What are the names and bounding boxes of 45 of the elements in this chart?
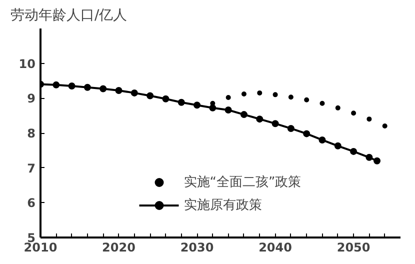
point <box>209 104 216 112</box>
x-tick-label: 2020 <box>102 240 136 254</box>
point <box>241 91 246 96</box>
point <box>351 110 356 116</box>
point <box>320 100 325 106</box>
x-tick-label: 2040 <box>258 240 292 254</box>
legend-label: 实施“全面二孩”政策 <box>184 174 302 191</box>
y-tick-label: 9 <box>27 92 36 106</box>
point <box>272 120 279 128</box>
point <box>382 124 388 129</box>
y-tick-label: 8 <box>27 126 36 140</box>
point <box>288 94 294 100</box>
point <box>162 95 170 102</box>
y-tick-label: 6 <box>27 196 36 210</box>
point <box>68 82 76 90</box>
point <box>304 97 310 102</box>
point <box>194 102 201 109</box>
point <box>84 84 91 91</box>
point <box>272 92 278 98</box>
y-axis-title: 劳动年龄人口/亿人 <box>10 8 128 24</box>
point <box>178 98 185 106</box>
point <box>100 85 107 92</box>
point <box>374 157 381 164</box>
legend-label: 实施原有政策 <box>184 197 262 214</box>
y-tick-label: 7 <box>27 161 36 176</box>
point <box>366 116 372 122</box>
x-tick-label: 2050 <box>336 240 370 254</box>
point <box>226 94 231 100</box>
point <box>334 142 342 150</box>
point <box>130 89 138 96</box>
point <box>240 111 248 118</box>
point <box>287 124 294 132</box>
y-tick-label: 10 <box>18 56 36 71</box>
x-tick-label: 2030 <box>180 240 214 254</box>
point <box>256 116 264 123</box>
point <box>366 154 373 161</box>
point <box>224 106 232 114</box>
point <box>115 87 122 94</box>
point <box>146 92 154 100</box>
point <box>303 130 310 138</box>
point <box>318 136 326 144</box>
point <box>335 105 340 110</box>
point <box>52 81 60 88</box>
point <box>257 90 262 96</box>
point <box>350 148 358 155</box>
